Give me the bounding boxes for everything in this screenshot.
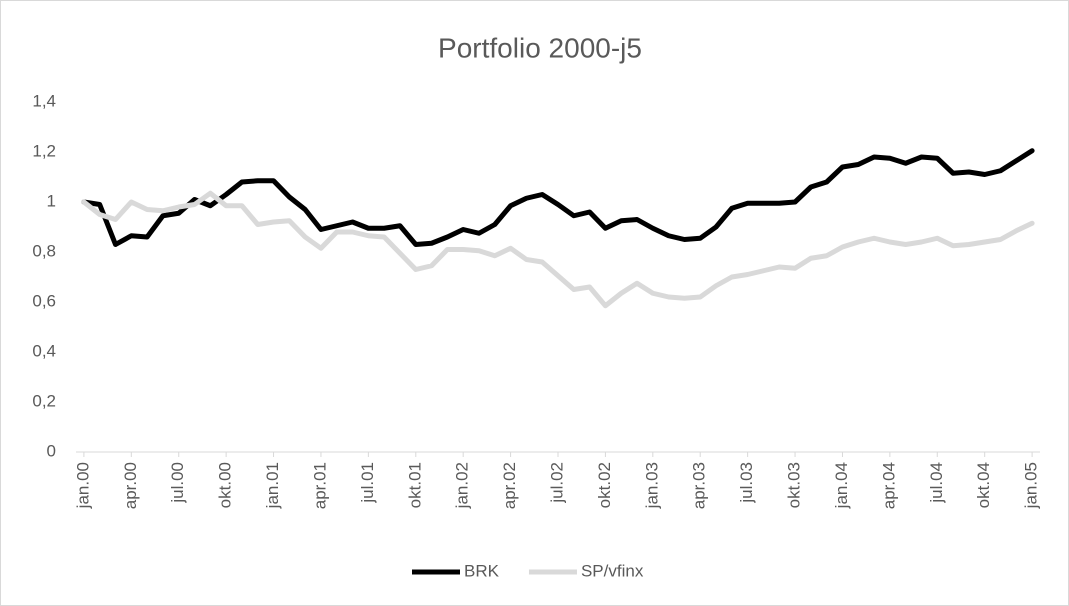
y-tick-label: 0,4 <box>32 341 56 360</box>
x-tick-label: jan.00 <box>73 462 92 509</box>
x-tick-label: jul.03 <box>737 462 756 504</box>
line-series <box>81 148 1035 247</box>
legend-label: BRK <box>464 561 500 580</box>
x-tick-label: jan.03 <box>642 462 661 509</box>
y-tick-label: 0,6 <box>32 291 56 310</box>
x-tick-label: apr.03 <box>690 462 709 509</box>
y-tick-label: 0 <box>47 441 56 460</box>
y-tick-label: 0,8 <box>32 241 56 260</box>
y-tick-label: 1,4 <box>32 91 56 110</box>
x-tick-label: okt.04 <box>974 462 993 508</box>
x-tick-label: jan.02 <box>453 462 472 509</box>
x-tick-label: jan.01 <box>263 462 282 509</box>
x-tick-label: okt.02 <box>595 462 614 508</box>
y-tick-label: 1 <box>47 191 56 210</box>
x-tick-label: jul.02 <box>547 462 566 504</box>
y-tick-label: 1,2 <box>32 141 56 160</box>
x-tick-label: apr.04 <box>879 462 898 509</box>
y-tick-label: 0,2 <box>32 391 56 410</box>
x-tick-label: okt.00 <box>216 462 235 508</box>
x-tick-label: apr.00 <box>121 462 140 509</box>
x-tick-label: jan.04 <box>832 462 851 509</box>
x-tick-label: apr.01 <box>310 462 329 509</box>
x-tick-label: jul.01 <box>358 462 377 504</box>
x-tick-label: okt.01 <box>405 462 424 508</box>
x-tick-label: jul.00 <box>168 462 187 504</box>
legend-label: SP/vfinx <box>581 561 644 580</box>
line-series <box>81 190 1035 309</box>
x-tick-label: okt.03 <box>785 462 804 508</box>
x-tick-label: apr.02 <box>500 462 519 509</box>
chart-title: Portfolio 2000-j5 <box>438 32 642 63</box>
x-tick-label: jul.04 <box>927 462 946 504</box>
x-tick-label: jan.05 <box>1022 462 1041 509</box>
